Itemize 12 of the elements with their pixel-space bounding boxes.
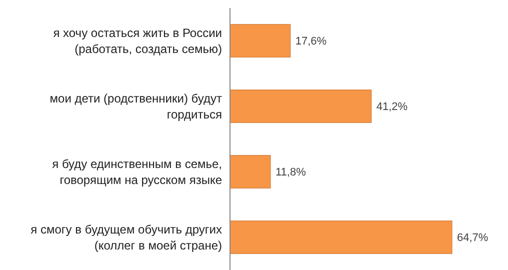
bar [230, 90, 372, 123]
y-tick-label: я смогу в будущем обучить других (коллег в моей стране) [30, 222, 222, 252]
y-tick-label: мои дети (родственники) будут гордиться [50, 91, 222, 122]
data-label: 41,2% [376, 101, 408, 114]
bar [230, 24, 291, 58]
data-label: 11,8% [275, 166, 306, 179]
y-tick-label: я хочу остаться жить в России (работать, создать семью) [53, 26, 222, 56]
data-label: 17,6% [295, 36, 327, 48]
data-label: 64,7% [457, 232, 488, 244]
bar [230, 220, 452, 254]
y-tick-label: я буду единственным в семье, говорящим на русском языке [52, 156, 222, 187]
bar [230, 155, 271, 188]
